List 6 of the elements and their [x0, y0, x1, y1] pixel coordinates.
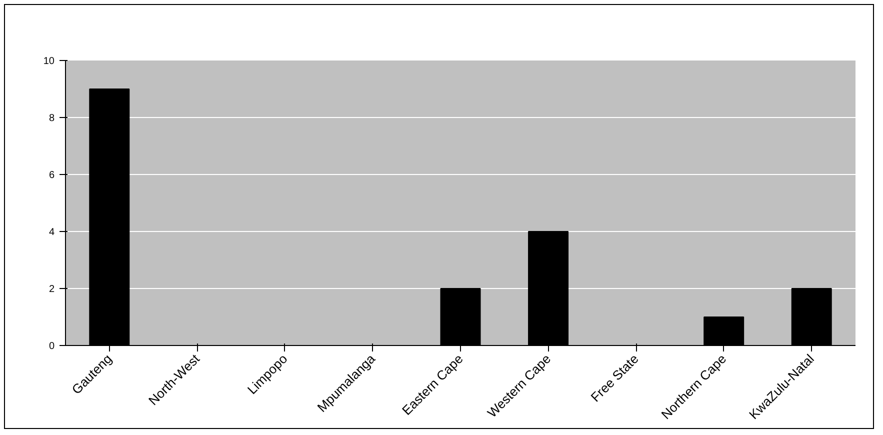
y-tick-label: 10: [43, 56, 55, 67]
y-tick-label: 8: [48, 113, 55, 124]
y-tick-label: 6: [48, 170, 55, 181]
y-tick-label: 4: [48, 227, 55, 238]
y-tick-label: 0: [48, 341, 55, 352]
y-tick-label: 2: [48, 284, 55, 295]
